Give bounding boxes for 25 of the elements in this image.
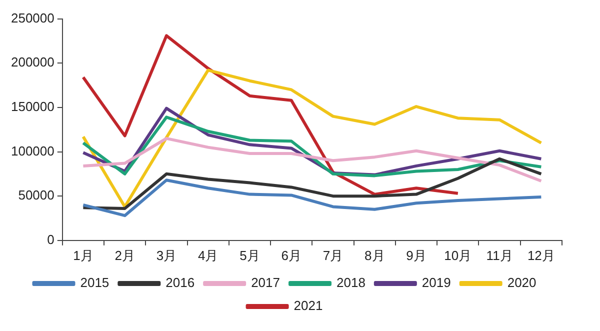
legend-label: 2019 [422, 275, 451, 290]
legend-label: 2015 [80, 275, 110, 290]
x-tick-label: 5月 [240, 248, 260, 263]
x-tick-label: 9月 [406, 248, 426, 263]
x-tick-label: 8月 [364, 248, 385, 263]
x-tick-label: 11月 [486, 248, 513, 263]
x-tick-label: 2月 [114, 248, 135, 263]
x-tick-label: 6月 [281, 248, 302, 263]
y-tick-label: 100000 [10, 143, 54, 158]
x-tick-label: 3月 [156, 248, 177, 263]
y-tick-label: 250000 [10, 10, 54, 26]
y-tick-label: 150000 [10, 99, 54, 114]
legend-label: 2018 [336, 275, 366, 290]
y-tick-label: 200000 [10, 54, 54, 70]
legend-label: 2021 [294, 298, 323, 314]
legend-label: 2016 [166, 275, 195, 290]
legend-label: 2017 [251, 275, 280, 290]
x-tick-label: 7月 [322, 248, 344, 263]
y-tick-label: 50000 [18, 188, 54, 203]
x-tick-label: 1月 [73, 248, 94, 263]
x-tick-label: 12月 [527, 248, 555, 263]
y-tick-label: 0 [47, 232, 54, 247]
legend-label: 2020 [507, 275, 536, 290]
x-tick-label: 4月 [198, 248, 218, 263]
x-tick-label: 10月 [444, 248, 472, 263]
